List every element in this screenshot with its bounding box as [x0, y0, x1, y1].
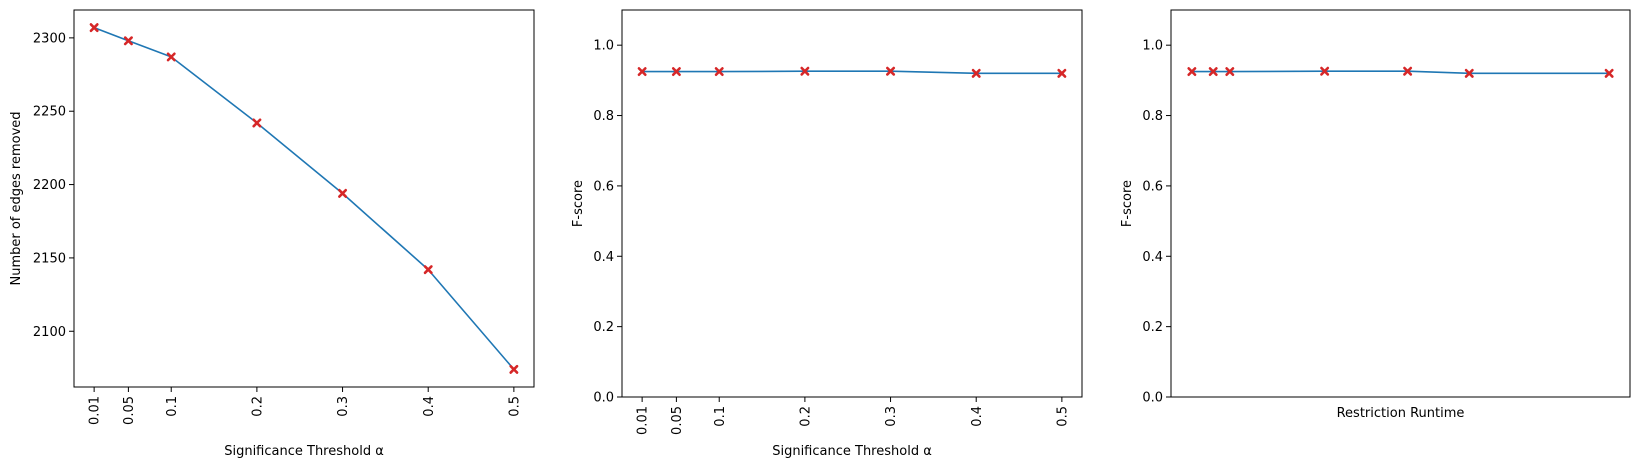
x-tick-label: 0.01: [636, 406, 651, 435]
x-axis-title: Significance Threshold α: [772, 444, 932, 459]
x-tick-label: 0.5: [507, 396, 522, 417]
data-point-marker: [1057, 68, 1067, 78]
data-point-marker: [971, 68, 981, 78]
y-axis-title: Number of edges removed: [9, 111, 24, 285]
series-line: [1191, 70, 1610, 75]
data-point-marker: [1208, 67, 1218, 77]
y-tick-label: 0.4: [593, 250, 614, 265]
data-point-marker: [89, 23, 99, 33]
data-point-marker: [800, 66, 810, 76]
y-tick-label: 0.0: [593, 391, 614, 406]
series-line: [642, 70, 1062, 75]
x-tick-label: 0.1: [713, 406, 728, 427]
data-point-marker: [671, 67, 681, 77]
y-tick-label: 1.0: [1142, 39, 1163, 54]
y-tick-label: 0.6: [1142, 179, 1163, 194]
data-point-marker: [338, 188, 348, 198]
y-axis-title: F-score: [1120, 180, 1135, 227]
y-tick-label: 0.0: [1142, 391, 1163, 406]
y-tick-label: 2300: [33, 31, 66, 46]
data-point-marker: [252, 118, 262, 128]
y-tick-label: 1.0: [593, 39, 614, 54]
plot-frame: [1170, 9, 1631, 398]
x-tick-label: 0.01: [88, 396, 103, 425]
fscore-threshold-chart: 0.0 0.2 0.4 0.6 0.8 1.0 0.01 0.05 0.1 0.2 0.3 0.4 0.…: [571, 9, 1083, 459]
x-tick-label: 0.1: [165, 396, 180, 417]
data-point-marker: [1187, 67, 1197, 77]
data-point-marker: [1464, 68, 1474, 78]
y-axis-title: F-score: [571, 180, 586, 227]
y-tick-label: 0.4: [1142, 250, 1163, 265]
edges-removed-chart: 2100 2150 2200 2250 2300 0.01 0.05 0.1 0.2 0.3 0.4…: [9, 9, 535, 459]
y-tick-label: 2150: [33, 251, 66, 266]
fscore-runtime-chart: 0.0 0.2 0.4 0.6 0.8 1.0 Restriction Runtime F-s…: [1120, 9, 1631, 421]
y-tick-label: 0.8: [593, 109, 614, 124]
data-point-marker: [714, 67, 724, 77]
y-tick-label: 0.2: [1142, 320, 1163, 335]
plot-frame: [621, 9, 1083, 398]
data-point-marker: [166, 52, 176, 62]
x-tick-label: 0.05: [122, 396, 137, 425]
y-tick-label: 2250: [33, 105, 66, 120]
data-point-marker: [123, 36, 133, 46]
x-axis-title: Significance Threshold α: [224, 444, 384, 459]
x-tick-label: 0.2: [798, 406, 813, 427]
data-point-marker: [637, 67, 647, 77]
y-tick-label: 0.6: [593, 179, 614, 194]
x-tick-label: 0.5: [1055, 406, 1070, 427]
x-tick-label: 0.3: [336, 396, 351, 417]
series-line: [93, 26, 515, 370]
y-tick-label: 0.2: [593, 320, 614, 335]
x-tick-label: 0.05: [670, 406, 685, 435]
data-point-marker: [423, 265, 433, 275]
x-tick-label: 0.4: [970, 406, 985, 427]
data-point-marker: [1403, 66, 1413, 76]
y-tick-label: 0.8: [1142, 109, 1163, 124]
y-tick-label: 2200: [33, 178, 66, 193]
data-point-marker: [886, 66, 896, 76]
x-tick-label: 0.4: [422, 396, 437, 417]
data-point-marker: [1225, 67, 1235, 77]
plot-frame: [73, 9, 535, 388]
x-tick-label: 0.3: [884, 406, 899, 427]
x-tick-label: 0.2: [250, 396, 265, 417]
y-tick-label: 2100: [33, 325, 66, 340]
data-point-marker: [1604, 68, 1614, 78]
data-point-marker: [1320, 66, 1330, 76]
x-axis-title: Restriction Runtime: [1337, 406, 1465, 421]
data-point-marker: [509, 364, 519, 374]
